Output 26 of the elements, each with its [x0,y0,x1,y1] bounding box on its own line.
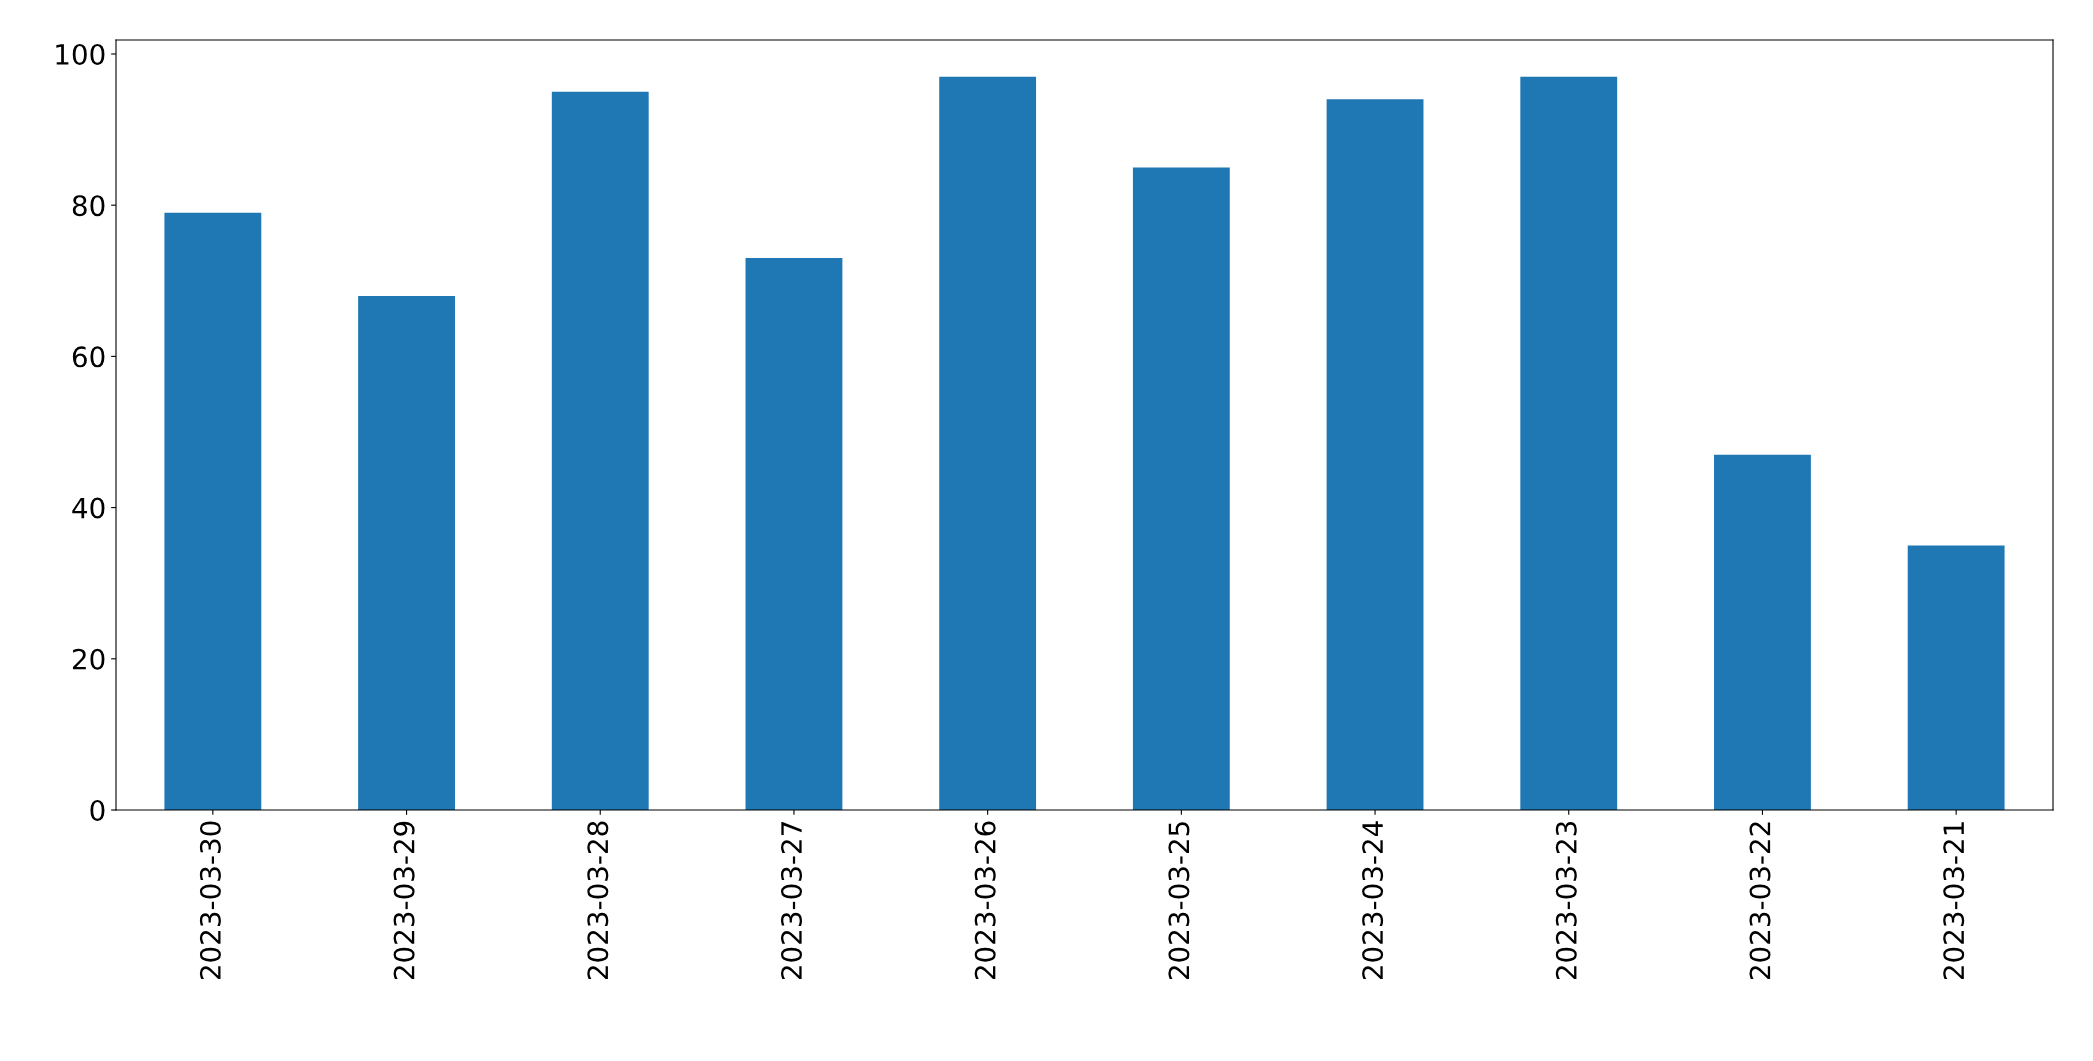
y-tick-label: 0 [90,799,105,821]
x-tick-label: 2023-03-25 [1168,822,1190,980]
y-tick-label: 60 [72,346,105,368]
y-tick-label: 80 [72,195,105,217]
x-tick-label: 2023-03-23 [1555,821,1577,980]
bar [1326,99,1424,810]
bar [551,91,649,810]
bar [745,258,843,810]
y-tick-label: 40 [72,497,105,519]
y-tick-label: 100 [56,43,105,65]
y-tick-label: 20 [72,648,105,670]
x-tick-label: 2023-03-29 [393,821,415,980]
bar [358,295,455,810]
x-tick-label: 2023-03-21 [1943,822,1965,980]
bar [164,212,262,810]
bar [1714,454,1811,810]
x-tick-label: 2023-03-28 [587,821,609,980]
x-tick-label: 2023-03-22 [1749,822,1771,980]
x-tick-label: 2023-03-27 [781,822,803,980]
bar [1132,167,1230,810]
bar [1520,76,1618,810]
bar [939,76,1037,810]
bar [1907,545,2005,810]
x-tick-label: 2023-03-30 [199,821,221,980]
x-tick-label: 2023-03-26 [974,821,996,980]
x-tick-label: 2023-03-24 [1362,821,1384,980]
